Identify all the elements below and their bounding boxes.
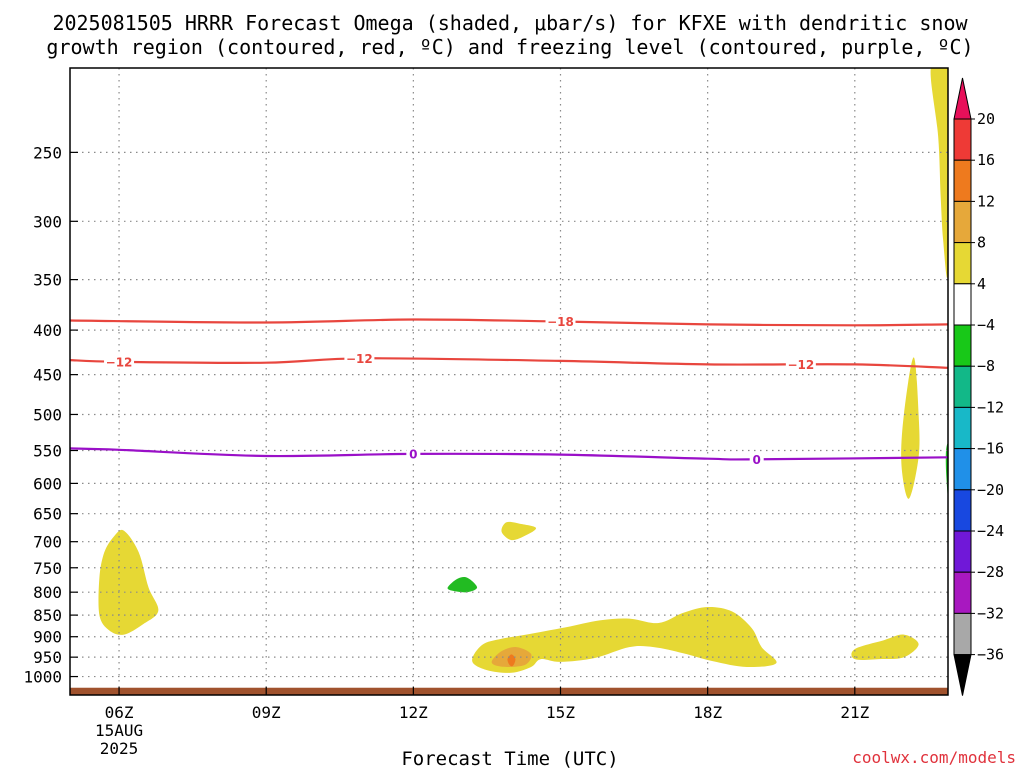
- colorbar-label: −36: [977, 646, 1004, 664]
- x-tick-label: 21Z: [840, 703, 869, 722]
- contour-label: −12: [787, 358, 814, 372]
- y-tick-label: 400: [33, 321, 62, 340]
- y-tick-label: 700: [33, 533, 62, 552]
- omega-region-green-2: [447, 576, 478, 593]
- grid-lines: [70, 68, 948, 695]
- x-tick-label: 06Z: [105, 703, 134, 722]
- colorbar-label: −24: [977, 522, 1004, 540]
- contour-label: −12: [106, 355, 133, 369]
- chart-title-line2: growth region (contoured, red, ºC) and f…: [46, 35, 973, 59]
- contour-label: −18: [547, 315, 574, 329]
- colorbar-label: −28: [977, 563, 1004, 581]
- colorbar-label: −16: [977, 440, 1004, 458]
- colorbar-label: −32: [977, 604, 1004, 622]
- colorbar-box: [953, 571, 972, 614]
- x-axis-label: Forecast Time (UTC): [401, 748, 618, 768]
- omega-region-yellow-0: [98, 529, 159, 635]
- colorbar-label: −4: [977, 316, 995, 334]
- contour-label: 0: [409, 447, 417, 461]
- contour-label: 0: [753, 453, 761, 467]
- colorbar-label: 8: [977, 234, 986, 252]
- colorbar-box: [953, 242, 972, 285]
- omega-region-yellow-3: [472, 606, 777, 673]
- colorbar-box: [953, 612, 972, 656]
- colorbar-label: 20: [977, 110, 995, 128]
- contour-label-bg: [344, 351, 375, 366]
- colorbar-label: −12: [977, 398, 1004, 416]
- y-tick-label: 600: [33, 474, 62, 493]
- y-tick-label: 350: [33, 271, 62, 290]
- x-tick-label: 12Z: [399, 703, 428, 722]
- ground-band: [70, 687, 948, 695]
- colorbar-box: [953, 283, 972, 326]
- omega-shading: [98, 68, 948, 673]
- y-tick-label: 550: [33, 442, 62, 461]
- x-tick-label: 09Z: [252, 703, 281, 722]
- colorbar-label: 16: [977, 151, 995, 169]
- colorbar-box: [953, 448, 972, 491]
- omega-region-yellow-7: [901, 357, 920, 499]
- contour-label-bg: [785, 357, 816, 372]
- contour-line--18: [70, 318, 948, 327]
- y-tick-label: 500: [33, 405, 62, 424]
- colorbar-box: [953, 406, 972, 450]
- colorbar-label: 4: [977, 275, 986, 293]
- colorbar-top-arrow: [953, 77, 972, 120]
- omega-region-yellow-1: [501, 521, 537, 541]
- y-tick-label: 800: [33, 583, 62, 602]
- y-tick-label: 650: [33, 505, 62, 524]
- contour-label-bg: [104, 354, 135, 369]
- colorbar-box: [953, 489, 972, 532]
- contour-line--12: [70, 357, 948, 369]
- chart-title-line1: 2025081505 HRRR Forecast Omega (shaded, …: [52, 11, 968, 35]
- plot-frame: [69, 67, 949, 696]
- colorbar-label: −8: [977, 357, 995, 375]
- x-tick-label: 18Z: [693, 703, 722, 722]
- x-tick-date-label: 15AUG: [95, 721, 143, 740]
- y-tick-label: 1000: [23, 668, 62, 687]
- y-tick-label: 750: [33, 559, 62, 578]
- contour-lines: −18 −12 −12 −12 0 0: [70, 314, 948, 467]
- colorbar-box: [953, 365, 972, 408]
- contour-label-bg: [749, 452, 764, 467]
- colorbar-box: [953, 159, 972, 202]
- y-tick-label: 900: [33, 628, 62, 647]
- ground-layer: [70, 687, 948, 695]
- colorbar-label: −20: [977, 481, 1004, 499]
- y-axis-ticks: 250 300 350 400 450 500 550 600 650 700 750 800 850 9…: [23, 143, 78, 687]
- colorbar: 20 16 12 8 4 −4 −8 −12 −16 −20 −24 −28 −32 −36: [953, 77, 1004, 696]
- colorbar-box: [953, 200, 972, 244]
- contour-label: −12: [346, 352, 373, 366]
- colorbar-label: 12: [977, 192, 995, 210]
- x-tick-date-label: 2025: [100, 739, 139, 758]
- y-tick-label: 450: [33, 366, 62, 385]
- x-tick-label: 15Z: [546, 703, 575, 722]
- y-tick-label: 950: [33, 648, 62, 667]
- y-tick-label: 850: [33, 606, 62, 625]
- omega-region-yellow-6: [851, 634, 919, 660]
- y-tick-label: 250: [33, 143, 62, 162]
- contour-label-bg: [406, 446, 421, 461]
- site-credit[interactable]: coolwx.com/models: [852, 748, 1016, 767]
- y-tick-label: 300: [33, 212, 62, 231]
- omega-region-yellow-8: [930, 68, 948, 278]
- colorbar-box: [953, 118, 972, 161]
- colorbar-bottom-arrow: [953, 654, 972, 696]
- contour-label-bg: [545, 314, 576, 329]
- colorbar-box: [953, 530, 972, 573]
- colorbar-box: [953, 324, 972, 367]
